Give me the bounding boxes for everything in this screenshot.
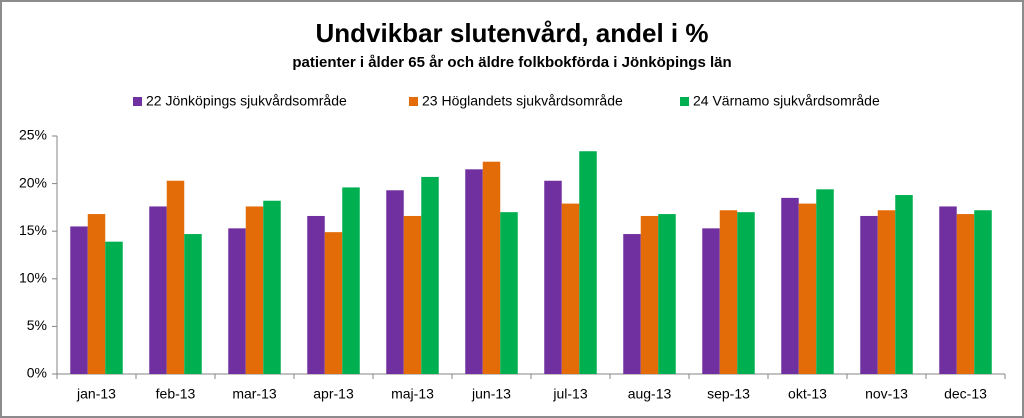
bar	[737, 212, 755, 374]
bar	[386, 190, 404, 374]
x-tick-label: jun-13	[471, 386, 511, 402]
x-tick-label: nov-13	[865, 386, 908, 402]
bar	[307, 215, 325, 374]
bar	[702, 228, 720, 374]
bar	[184, 234, 202, 374]
bar	[500, 212, 518, 374]
bar	[974, 210, 992, 374]
bar	[798, 203, 817, 374]
bar	[149, 206, 167, 374]
bar	[245, 206, 264, 374]
bar	[781, 197, 799, 374]
legend-swatch	[133, 97, 142, 106]
bar	[403, 215, 422, 374]
bar	[421, 176, 439, 374]
legend-swatch	[680, 97, 689, 106]
x-tick-label: jul-13	[552, 386, 587, 402]
bar	[658, 214, 676, 374]
bar	[640, 215, 659, 374]
x-tick-label: sep-13	[707, 386, 750, 402]
bar	[263, 200, 281, 374]
bar	[956, 214, 975, 374]
bar	[623, 234, 641, 374]
x-tick-label: jan-13	[76, 386, 116, 402]
bar	[465, 169, 483, 374]
bar	[895, 195, 913, 374]
bar	[324, 232, 343, 374]
bar	[482, 161, 501, 374]
y-tick-label: 10%	[19, 270, 47, 286]
legend-swatch	[409, 97, 418, 106]
bar	[860, 215, 878, 374]
x-tick-label: aug-13	[628, 386, 672, 402]
y-tick-label: 15%	[19, 222, 47, 238]
bar	[228, 228, 246, 374]
bar	[70, 226, 88, 374]
bar	[561, 203, 580, 374]
bar	[579, 151, 597, 374]
x-tick-label: okt-13	[788, 386, 827, 402]
bar	[816, 189, 834, 374]
legend-label: 24 Värnamo sjukvårdsområde	[693, 93, 880, 109]
chart-subtitle: patienter i ålder 65 år och äldre folkbo…	[292, 54, 731, 71]
bar	[342, 187, 360, 374]
legend-label: 23 Höglandets sjukvårdsområde	[422, 93, 623, 109]
y-tick-label: 25%	[19, 127, 47, 143]
legend-label: 22 Jönköpings sjukvårdsområde	[146, 93, 347, 109]
bar	[105, 241, 123, 374]
x-tick-label: dec-13	[944, 386, 987, 402]
y-tick-label: 0%	[27, 365, 47, 381]
x-tick-label: maj-13	[391, 386, 434, 402]
x-tick-label: mar-13	[232, 386, 277, 402]
bar	[166, 180, 185, 374]
y-tick-label: 20%	[19, 174, 47, 190]
x-tick-label: apr-13	[313, 386, 354, 402]
bar	[877, 210, 896, 374]
bar	[719, 210, 738, 374]
chart-title: Undvikbar slutenvård, andel i %	[316, 18, 709, 48]
bar	[87, 214, 106, 374]
bar	[544, 180, 562, 374]
bar	[939, 206, 957, 374]
y-tick-label: 5%	[27, 317, 47, 333]
x-tick-label: feb-13	[156, 386, 196, 402]
